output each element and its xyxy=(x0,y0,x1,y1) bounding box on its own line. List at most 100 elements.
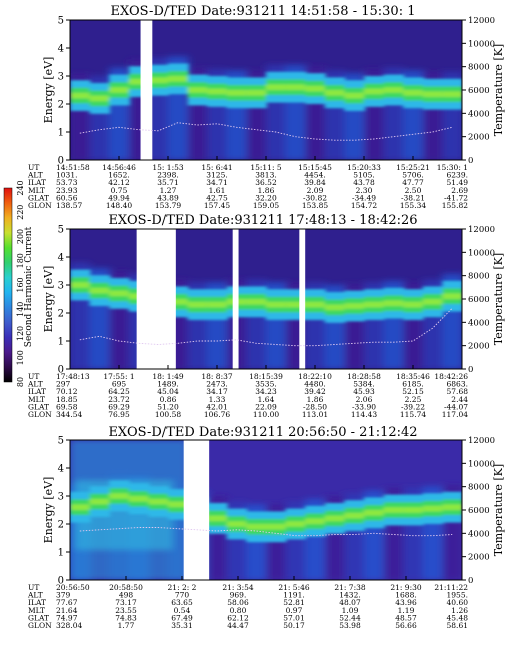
ephemeris-cell: 0.80 xyxy=(230,606,247,615)
colorbar-tick-label: 100 xyxy=(16,350,25,365)
ephemeris-row-label: ILAT xyxy=(28,178,46,187)
ephemeris-cell: 15:15:45 xyxy=(298,163,332,172)
y-tick-label: 4 xyxy=(58,44,64,55)
ephemeris-row-label: ALT xyxy=(27,591,43,600)
ephemeris-cell: 18:22:10 xyxy=(298,372,332,381)
y2-tick-label: 2000 xyxy=(468,342,490,352)
ephemeris-cell: 115.74 xyxy=(400,410,426,419)
ephemeris-cell: 155.34 xyxy=(400,201,426,210)
ephemeris-cell: 100.58 xyxy=(155,410,181,419)
ephemeris-row-label: MLT xyxy=(28,395,45,404)
ephemeris-cell: 58.06 xyxy=(227,598,249,607)
ephemeris-cell: 0.86 xyxy=(160,395,177,404)
ephemeris-cell: 159.05 xyxy=(253,201,279,210)
ephemeris-row-label: GLON xyxy=(28,621,52,630)
ephemeris-cell: 57.68 xyxy=(447,387,469,396)
y2-tick-label: 12000 xyxy=(468,436,495,446)
ephemeris-cell: 117.04 xyxy=(442,410,468,419)
ephemeris-cell: 70.12 xyxy=(56,387,78,396)
ephemeris-cell: 110.00 xyxy=(253,410,279,419)
ephemeris-cell: 1.33 xyxy=(209,395,226,404)
y2-axis-label: Temperature [K] xyxy=(492,253,505,345)
ephemeris-cell: 73.17 xyxy=(115,598,137,607)
ephemeris-cell: 153.79 xyxy=(155,201,181,210)
ephemeris-cell: 23.55 xyxy=(115,606,137,615)
ephemeris-cell: 53.98 xyxy=(339,621,361,630)
ephemeris-cell: 18:15:39 xyxy=(249,372,283,381)
ephemeris-cell: 1.27 xyxy=(160,186,177,195)
ephemeris-cell: 114.43 xyxy=(351,410,377,419)
ephemeris-cell: 1.77 xyxy=(118,621,135,630)
ephemeris-cell: 18: 1:49 xyxy=(152,372,184,381)
ephemeris-cell: 4480. xyxy=(304,380,325,389)
ephemeris-cell: 74.83 xyxy=(115,613,137,622)
ephemeris-cell: 39.42 xyxy=(304,387,326,396)
ephemeris-cell: 695 xyxy=(112,380,127,389)
ephemeris-cell: 51.49 xyxy=(447,178,469,187)
ephemeris-cell: 45.04 xyxy=(157,387,179,396)
ephemeris-cell: 1031. xyxy=(56,171,77,180)
ephemeris-row-label: GLAT xyxy=(28,613,49,622)
colorbar-tick-label: 140 xyxy=(16,302,25,317)
y2-tick-label: 4000 xyxy=(468,529,490,539)
ephemeris-cell: 62.12 xyxy=(227,613,249,622)
y2-tick-label: 0 xyxy=(468,576,473,586)
ephemeris-cell: 2.25 xyxy=(405,395,422,404)
ephemeris-cell: 21:11:22 xyxy=(434,583,468,592)
temperature-trace xyxy=(79,122,453,141)
ephemeris-cell: 21.64 xyxy=(56,606,78,615)
y-tick-label: 1 xyxy=(58,128,64,139)
y-tick-label: 2 xyxy=(58,309,64,320)
ephemeris-cell: 45.48 xyxy=(447,613,469,622)
ephemeris-cell: 34.17 xyxy=(206,387,228,396)
y-tick-label: 4 xyxy=(58,464,64,475)
ephemeris-cell: -38.21 xyxy=(401,193,425,202)
ephemeris-row-label: UT xyxy=(28,372,39,381)
ephemeris-cell: 43.78 xyxy=(353,178,375,187)
ephemeris-cell: 0.75 xyxy=(111,186,128,195)
ephemeris-cell: 498 xyxy=(119,591,134,600)
ephemeris-cell: -39.22 xyxy=(401,402,425,411)
ephemeris-cell: -30.82 xyxy=(303,193,327,202)
ephemeris-cell: 23.72 xyxy=(108,395,130,404)
ephemeris-cell: 113.01 xyxy=(302,410,328,419)
ephemeris-cell: 1688. xyxy=(395,591,416,600)
y2-axis-label: Temperature [K] xyxy=(492,464,505,556)
ephemeris-cell: 47.77 xyxy=(402,178,424,187)
y-tick-label: 4 xyxy=(58,253,64,264)
y-axis-label: Energy [eV] xyxy=(42,477,55,544)
ephemeris-cell: 0.97 xyxy=(286,606,303,615)
ephemeris-cell: 1652. xyxy=(108,171,129,180)
ephemeris-cell: 42.75 xyxy=(206,193,228,202)
ephemeris-cell: 67.49 xyxy=(171,613,193,622)
ephemeris-cell: 69.58 xyxy=(56,402,78,411)
ephemeris-cell: 57.01 xyxy=(283,613,304,622)
ephemeris-cell: -41.72 xyxy=(444,193,468,202)
ephemeris-row-label: GLON xyxy=(28,201,52,210)
panel-3-spectrogram xyxy=(70,440,462,580)
data-gap xyxy=(232,229,239,369)
panel-3-title: EXOS-D/TED Date:931211 20:56:50 - 21:12:… xyxy=(108,425,417,440)
ephemeris-cell: 15:20:33 xyxy=(347,163,381,172)
ephemeris-cell: 157.45 xyxy=(204,201,230,210)
ephemeris-row-label: ILAT xyxy=(28,387,46,396)
y-tick-label: 0 xyxy=(58,576,64,587)
panel-2-title: EXOS-D/TED Date:931211 17:48:13 - 18:42:… xyxy=(108,213,417,228)
ephemeris-cell: 69.29 xyxy=(108,402,130,411)
colorbar-tick-label: 240 xyxy=(16,180,25,195)
ephemeris-cell: 43.96 xyxy=(395,598,417,607)
y2-tick-label: 12000 xyxy=(468,225,495,235)
y-tick-label: 2 xyxy=(58,100,64,111)
ephemeris-cell: 2.50 xyxy=(405,186,422,195)
colorbar-tick-label: 180 xyxy=(16,253,25,268)
y2-tick-label: 2000 xyxy=(468,553,490,563)
colorbar-tick-label: 160 xyxy=(16,277,25,292)
ephemeris-cell: 1.61 xyxy=(209,186,226,195)
ephemeris-cell: 42.01 xyxy=(206,402,227,411)
ephemeris-cell: 5706. xyxy=(402,171,423,180)
y-tick-label: 3 xyxy=(58,492,64,503)
colorbar-tick-label: 200 xyxy=(16,229,25,244)
ephemeris-cell: 5384. xyxy=(353,380,374,389)
